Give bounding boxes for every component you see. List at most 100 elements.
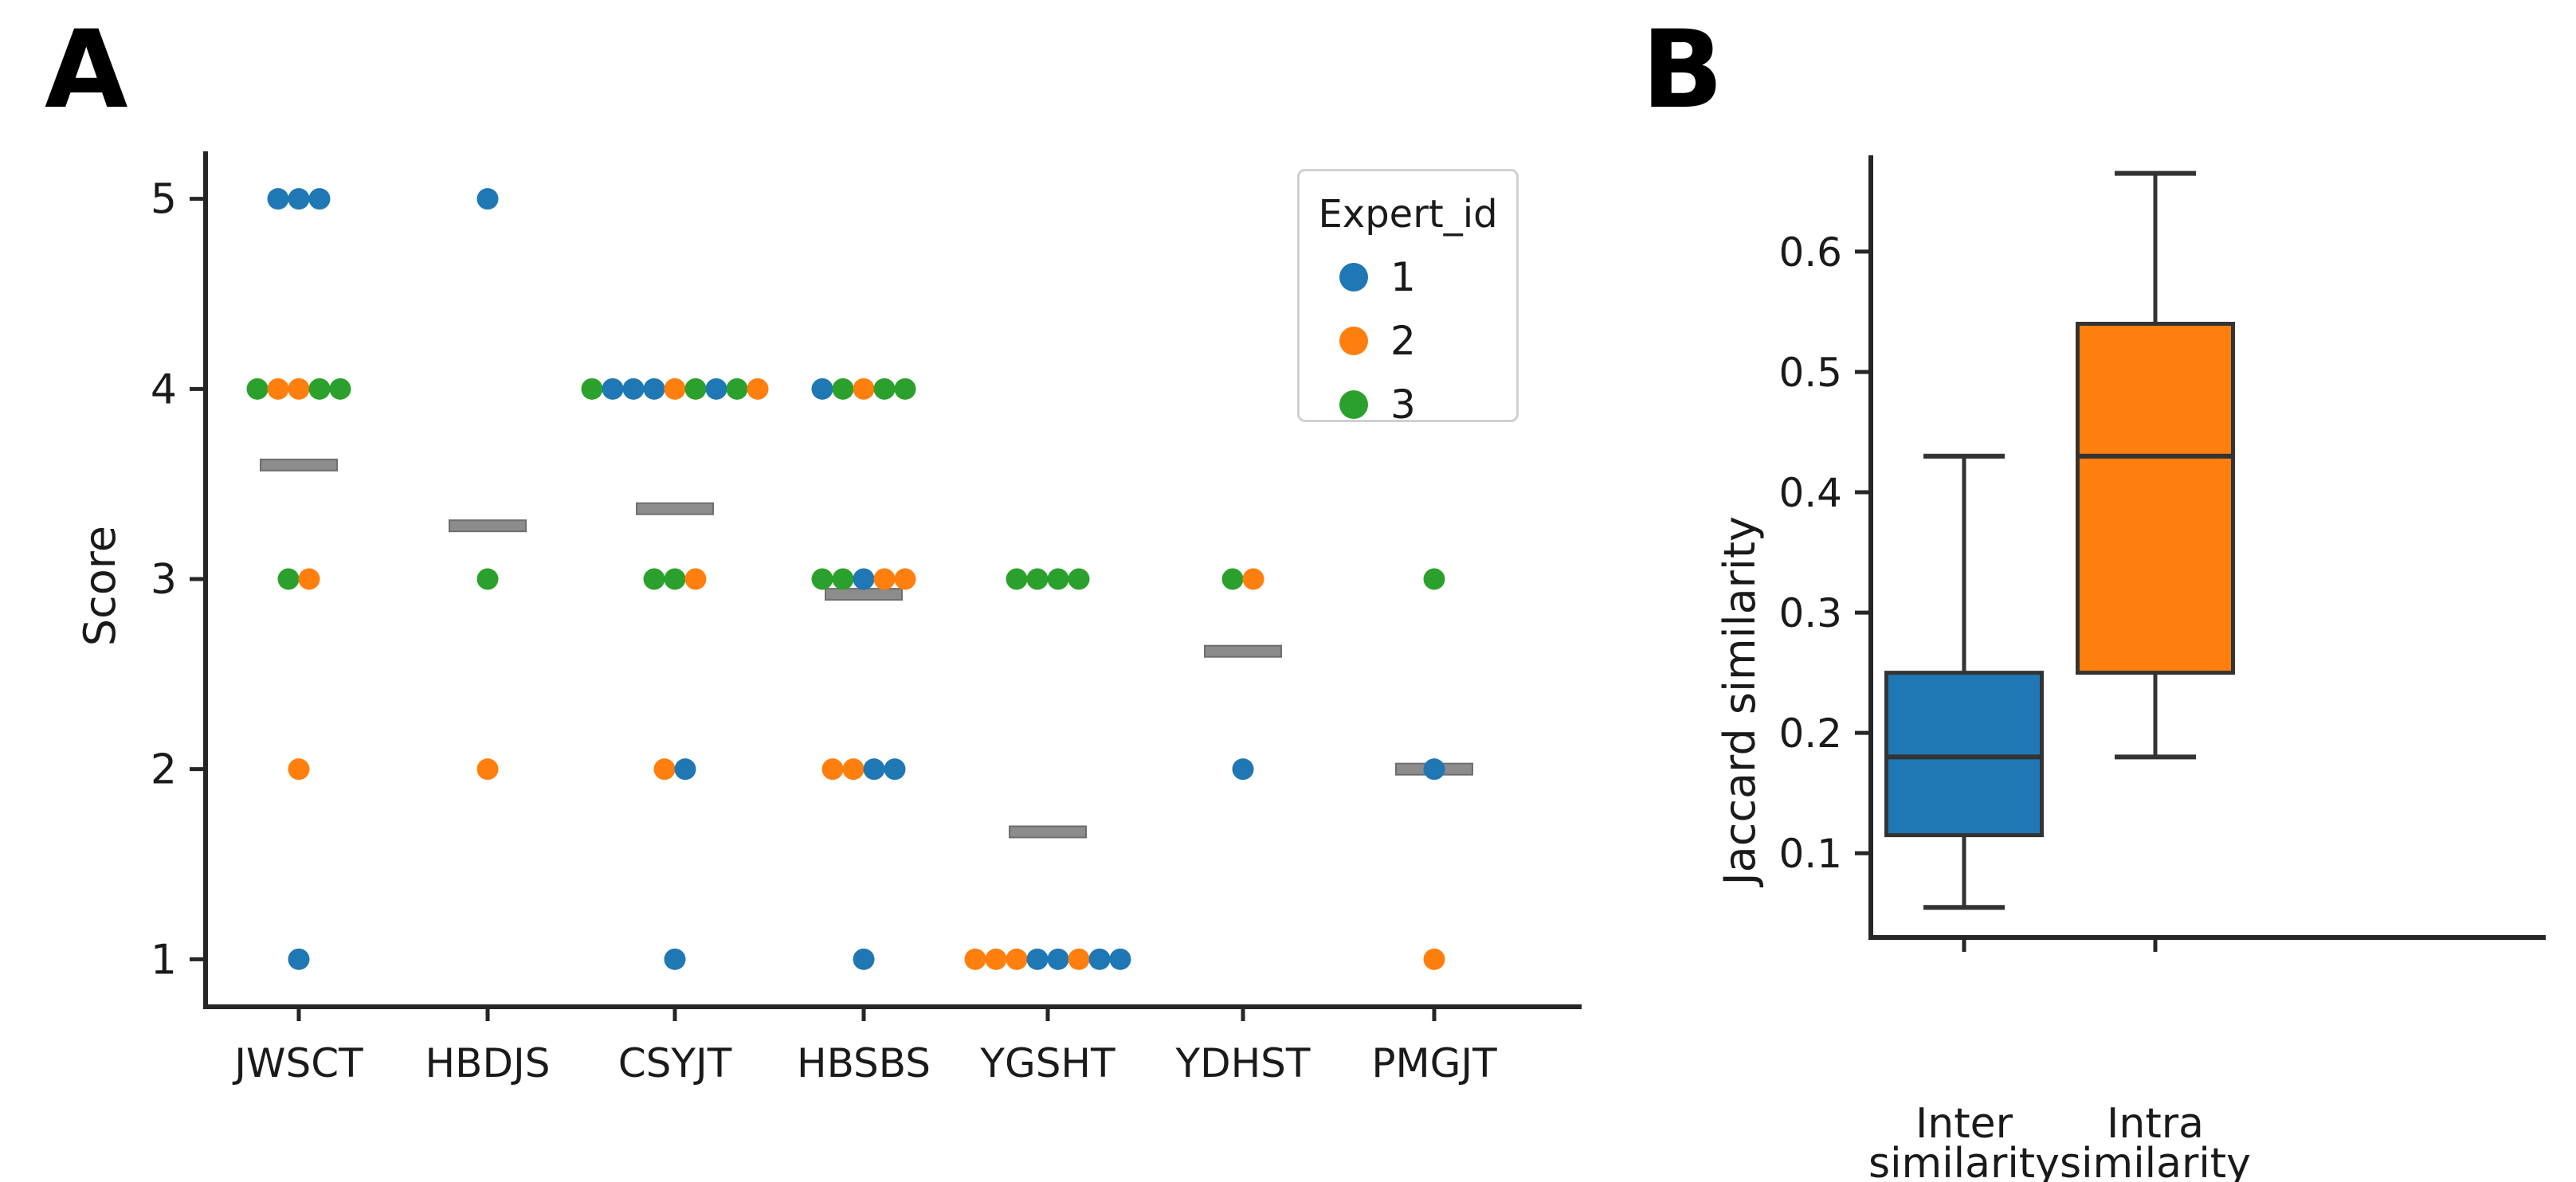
score-dot-expert-1: [288, 188, 310, 210]
score-dot-expert-2: [747, 378, 769, 400]
score-dot-expert-1: [674, 758, 696, 781]
mean-dash: [636, 502, 714, 515]
score-dot-expert-3: [873, 378, 896, 400]
score-dot-expert-2: [684, 568, 707, 590]
score-dot-expert-2: [476, 758, 499, 781]
score-dot-expert-3: [476, 568, 499, 590]
score-dot-expert-1: [884, 758, 906, 781]
score-dot-expert-3: [1423, 568, 1445, 590]
panel-b-category-label-line2: similarity: [1868, 1140, 2060, 1182]
score-dot-expert-3: [1026, 568, 1049, 590]
panel-b-y-tick-label: 0.6: [1778, 229, 1842, 276]
score-dot-expert-1: [705, 378, 727, 400]
score-dot-expert-2: [653, 758, 676, 781]
score-dot-expert-3: [832, 568, 854, 590]
score-dot-expert-1: [476, 188, 499, 210]
score-dot-expert-1: [664, 948, 686, 970]
score-dot-expert-3: [246, 378, 269, 400]
panel-a-category-label: YDHST: [1175, 1040, 1311, 1086]
score-dot-expert-2: [1423, 948, 1445, 970]
panel-a-category-label: PMGJT: [1371, 1040, 1497, 1086]
legend-entry-label: 1: [1390, 254, 1416, 300]
panel-a-category-label: YGSHT: [979, 1040, 1115, 1086]
score-dot-expert-2: [964, 948, 986, 970]
score-dot-expert-1: [267, 188, 289, 210]
panel-a-letter: A: [45, 7, 128, 132]
panel-b-y-axis-title: Jaccard similarity: [1715, 516, 1765, 886]
score-dot-expert-3: [308, 378, 331, 400]
panel-a-category-label: HBDJS: [425, 1040, 551, 1086]
panel-b-y-tick-label: 0.3: [1778, 590, 1842, 636]
score-dot-expert-1: [1109, 948, 1131, 970]
score-dot-expert-2: [853, 378, 875, 400]
score-dot-expert-1: [1423, 758, 1445, 781]
score-dot-expert-1: [811, 378, 833, 400]
score-dot-expert-3: [581, 378, 603, 400]
score-dot-expert-3: [684, 378, 707, 400]
score-dot-expert-3: [1047, 568, 1069, 590]
score-dot-expert-2: [1242, 568, 1264, 590]
score-dot-expert-3: [811, 568, 833, 590]
panel-a-y-tick-label: 2: [151, 746, 177, 794]
score-dot-expert-1: [308, 188, 331, 210]
panel-b-y-tick-label: 0.1: [1778, 831, 1842, 877]
score-dot-expert-2: [664, 378, 686, 400]
panel-a-y-tick-label: 3: [151, 556, 177, 604]
panel-a-category-label: CSYJT: [618, 1040, 732, 1086]
panel-a-y-tick-label: 1: [151, 936, 177, 984]
legend-box: Expert_id 1 2 3: [1297, 169, 1519, 428]
legend-entry-label: 3: [1390, 382, 1416, 428]
score-dot-expert-2: [288, 758, 310, 781]
panel-a-y-tick-label: 4: [151, 366, 177, 413]
panel-a-category-label: HBSBS: [797, 1040, 931, 1086]
score-dot-expert-1: [1232, 758, 1254, 781]
mean-dash: [1204, 644, 1282, 658]
score-dot-expert-3: [726, 378, 748, 400]
panel-b-letter: B: [1641, 7, 1723, 132]
score-dot-expert-1: [1047, 948, 1069, 970]
score-dot-expert-1: [288, 948, 310, 970]
mean-dash: [825, 588, 903, 601]
score-dot-expert-2: [1006, 948, 1028, 970]
panel-b-y-tick-label: 0.4: [1778, 470, 1842, 516]
score-dot-expert-2: [873, 568, 896, 590]
score-dot-expert-2: [985, 948, 1007, 970]
panel-a-y-tick-label: 5: [151, 176, 177, 224]
score-dot-expert-2: [821, 758, 844, 781]
score-dot-expert-3: [643, 568, 665, 590]
score-dot-expert-3: [277, 568, 300, 590]
panel-b-category-label-line2: similarity: [2060, 1140, 2251, 1182]
score-dot-expert-1: [1026, 948, 1049, 970]
panel-a-category-label: JWSCT: [232, 1040, 363, 1086]
legend-entry-label: 2: [1390, 318, 1416, 364]
panel-b-category-label-line1: Inter: [1915, 1100, 2013, 1148]
score-dot-expert-1: [622, 378, 645, 400]
box-rect: [1884, 671, 2044, 838]
score-dot-expert-1: [863, 758, 885, 781]
legend-entry: 1: [1339, 245, 1416, 309]
mean-dash: [1009, 825, 1087, 839]
expert-3-dot-icon: [1339, 390, 1368, 419]
score-dot-expert-2: [1068, 948, 1090, 970]
score-dot-expert-3: [1068, 568, 1090, 590]
box-rect: [2076, 322, 2235, 675]
legend-entry: 2: [1339, 309, 1416, 373]
legend-entry: 3: [1339, 373, 1416, 436]
score-dot-expert-1: [643, 378, 665, 400]
score-dot-expert-1: [1088, 948, 1111, 970]
score-dot-expert-1: [602, 378, 624, 400]
panel-b-y-tick-label: 0.2: [1778, 710, 1842, 757]
score-dot-expert-1: [853, 568, 875, 590]
score-dot-expert-2: [267, 378, 289, 400]
expert-2-dot-icon: [1339, 327, 1368, 355]
panel-b-category-label-line1: Intra: [2107, 1100, 2204, 1148]
panel-b-y-tick-label: 0.5: [1778, 350, 1842, 396]
mean-dash: [449, 519, 527, 533]
score-dot-expert-3: [894, 378, 916, 400]
score-dot-expert-2: [298, 568, 320, 590]
mean-dash: [260, 458, 338, 472]
panel-a-y-axis-title: Score: [75, 526, 125, 647]
score-dot-expert-2: [894, 568, 916, 590]
